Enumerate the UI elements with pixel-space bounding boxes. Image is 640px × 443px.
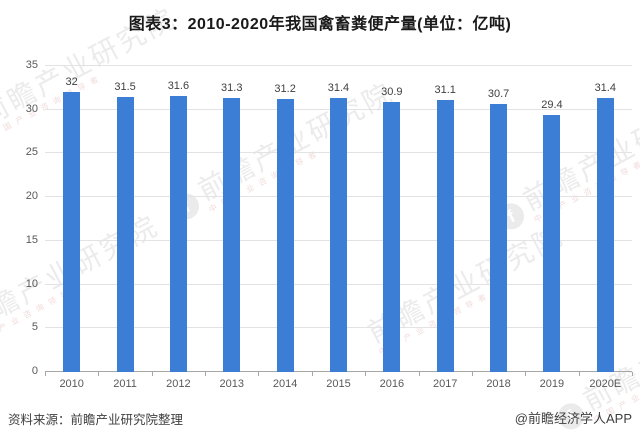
bar bbox=[223, 98, 241, 372]
bar bbox=[63, 92, 81, 372]
bar-series: 32 31.5 31.6 31.3 31.2 31.4 30.9 31.1 30.7 29.4 31… bbox=[45, 66, 632, 372]
x-tick bbox=[632, 372, 633, 376]
bar-group: 31.4 bbox=[312, 66, 365, 372]
x-tick bbox=[525, 372, 527, 376]
bar-group: 31.6 bbox=[152, 66, 205, 372]
bar-value-label: 32 bbox=[65, 76, 78, 89]
x-tick-label: 2011 bbox=[113, 378, 137, 390]
bar-group: 32 bbox=[45, 66, 98, 372]
bar bbox=[116, 96, 134, 372]
bar-group: 30.7 bbox=[472, 66, 525, 372]
x-tick-label: 2020E bbox=[589, 378, 622, 390]
x-tick-label: 2013 bbox=[219, 378, 244, 390]
x-tick-label: 2012 bbox=[166, 378, 191, 390]
x-tick bbox=[98, 372, 100, 376]
bar bbox=[596, 97, 614, 372]
bar-group: 31.4 bbox=[579, 66, 632, 372]
x-tick bbox=[258, 372, 260, 376]
x-tick bbox=[311, 372, 313, 376]
bar-group: 30.9 bbox=[365, 66, 418, 372]
x-tick bbox=[418, 372, 420, 376]
bar-value-label: 31.4 bbox=[327, 81, 350, 94]
x-axis-ticks bbox=[45, 372, 633, 376]
credit-note: @前瞻经济学人APP bbox=[514, 411, 632, 426]
y-tick-label: 30 bbox=[25, 102, 38, 115]
bar-value-label: 31.5 bbox=[114, 80, 136, 93]
bar-value-label: 31.4 bbox=[594, 81, 616, 94]
bar-group: 31.1 bbox=[419, 66, 472, 372]
x-tick bbox=[578, 372, 580, 376]
bar bbox=[383, 101, 401, 372]
y-tick-label: 35 bbox=[25, 59, 38, 71]
bar bbox=[543, 115, 561, 372]
y-tick-label: 5 bbox=[31, 321, 38, 334]
bar-value-label: 30.9 bbox=[381, 85, 403, 98]
x-tick bbox=[205, 372, 207, 376]
y-tick-label: 20 bbox=[25, 190, 38, 203]
x-tick-label: 2016 bbox=[379, 378, 405, 390]
bar-group: 31.3 bbox=[205, 66, 258, 372]
y-axis: 0 5 10 15 20 25 30 35 bbox=[0, 60, 38, 377]
bar-value-label: 31.6 bbox=[167, 79, 190, 92]
x-tick bbox=[45, 372, 46, 376]
bar bbox=[490, 103, 508, 372]
bar bbox=[276, 99, 294, 372]
x-tick-label: 2015 bbox=[326, 378, 351, 390]
bar-value-label: 31.1 bbox=[434, 84, 456, 97]
x-tick-label: 2017 bbox=[432, 378, 458, 390]
y-tick-label: 15 bbox=[25, 233, 38, 246]
bar-group: 31.2 bbox=[258, 66, 311, 372]
bar-group: 31.5 bbox=[98, 66, 151, 372]
x-tick-label: 2018 bbox=[486, 378, 511, 390]
gridline bbox=[45, 65, 632, 66]
source-note: 资料来源：前瞻产业研究院整理 bbox=[8, 413, 184, 427]
bar-value-label: 31.2 bbox=[274, 83, 296, 96]
chart-title: 图表3：2010-2020年我国禽畜粪便产量(单位：亿吨) bbox=[128, 16, 512, 33]
bar-value-label: 30.7 bbox=[487, 87, 510, 100]
x-tick bbox=[365, 372, 367, 376]
x-tick bbox=[471, 372, 473, 376]
bar bbox=[436, 100, 454, 372]
bar-group: 29.4 bbox=[525, 66, 578, 372]
y-tick-label: 10 bbox=[25, 277, 38, 290]
y-tick-label: 0 bbox=[31, 365, 38, 377]
bar-value-label: 29.4 bbox=[541, 99, 563, 111]
bar bbox=[329, 97, 347, 372]
y-tick-label: 25 bbox=[25, 146, 38, 159]
x-tick-label: 2019 bbox=[539, 378, 565, 390]
plot-area: 32 31.5 31.6 31.3 31.2 31.4 30.9 31.1 30.7 29.4 31… bbox=[45, 65, 632, 372]
x-tick-label: 2014 bbox=[272, 378, 298, 390]
bar-value-label: 31.3 bbox=[221, 82, 243, 95]
x-axis: 2010 2011 2012 2013 2014 2015 2016 2017 2018 2019… bbox=[45, 378, 632, 390]
x-tick-label: 2010 bbox=[59, 378, 84, 390]
bar bbox=[169, 95, 187, 372]
x-tick bbox=[151, 372, 153, 376]
